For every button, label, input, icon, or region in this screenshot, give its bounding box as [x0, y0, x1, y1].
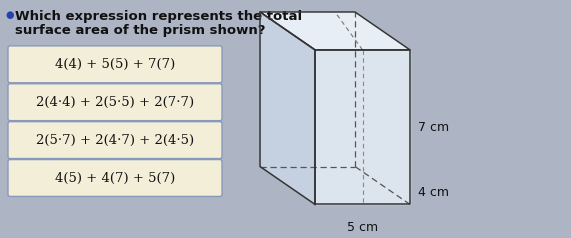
Text: 2(4·4) + 2(5·5) + 2(7·7): 2(4·4) + 2(5·5) + 2(7·7) [36, 96, 194, 109]
Text: ●: ● [5, 10, 14, 20]
FancyBboxPatch shape [8, 122, 222, 159]
Text: 4(4) + 5(5) + 7(7): 4(4) + 5(5) + 7(7) [55, 58, 175, 71]
Text: 2(5·7) + 2(4·7) + 2(4·5): 2(5·7) + 2(4·7) + 2(4·5) [36, 134, 194, 147]
FancyBboxPatch shape [8, 84, 222, 121]
FancyBboxPatch shape [8, 159, 222, 196]
Polygon shape [260, 12, 315, 204]
Text: 7 cm: 7 cm [418, 121, 449, 134]
Polygon shape [260, 12, 410, 50]
Text: 4(5) + 4(7) + 5(7): 4(5) + 4(7) + 5(7) [55, 172, 175, 184]
Polygon shape [315, 50, 410, 204]
Text: 5 cm: 5 cm [347, 221, 378, 234]
Text: Which expression represents the total: Which expression represents the total [15, 10, 302, 23]
FancyBboxPatch shape [8, 46, 222, 83]
Text: 4 cm: 4 cm [418, 186, 449, 199]
Text: surface area of the prism shown?: surface area of the prism shown? [15, 24, 266, 37]
